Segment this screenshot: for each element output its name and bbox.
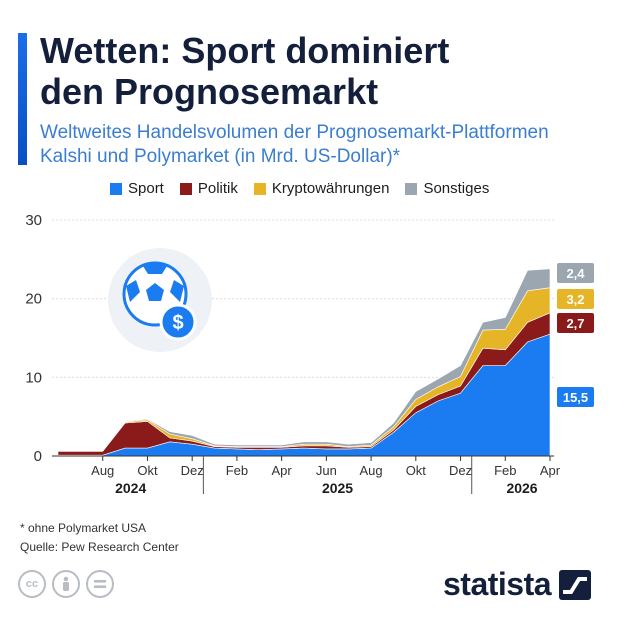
year-label: 2026 xyxy=(506,480,537,496)
end-label-box xyxy=(557,289,594,309)
page-title: Wetten: Sport dominiert den Prognosemark… xyxy=(40,30,600,112)
legend-label-sonstiges: Sonstiges xyxy=(423,180,490,197)
accent-bar xyxy=(18,33,27,165)
ball-patch xyxy=(170,280,184,302)
dollar-sign: $ xyxy=(172,312,183,334)
y-tick-label: 30 xyxy=(25,212,42,229)
x-tick-label: Dez xyxy=(449,463,472,478)
end-label-text: 2,4 xyxy=(566,266,585,281)
dollar-badge xyxy=(159,303,197,341)
x-tick-label: Feb xyxy=(226,463,248,478)
y-tick-label: 20 xyxy=(25,291,42,308)
end-label-text: 3,2 xyxy=(566,292,584,307)
by-icon[interactable] xyxy=(52,570,80,598)
x-tick-label: Apr xyxy=(272,463,293,478)
title-line-2: den Prognosemarkt xyxy=(40,71,379,112)
x-tick-label: Okt xyxy=(406,463,427,478)
end-label-box xyxy=(557,313,594,333)
year-label: 2025 xyxy=(322,480,353,496)
nd-icon[interactable] xyxy=(86,570,114,598)
end-label-sport: 15,5 xyxy=(557,387,594,407)
y-tick-label: 0 xyxy=(34,448,42,465)
brand-name: statista xyxy=(443,566,552,602)
legend-item-sonstiges: Sonstiges xyxy=(405,180,489,197)
source: Quelle: Pew Research Center xyxy=(20,540,179,554)
y-tick-label: 10 xyxy=(25,369,42,386)
legend-swatch-sport xyxy=(110,182,122,195)
ball-patch xyxy=(143,263,167,274)
x-tick-label: Jun xyxy=(316,463,337,478)
end-label-sonstiges: 2,4 xyxy=(557,263,594,283)
title-line-1: Wetten: Sport dominiert xyxy=(40,30,450,71)
axis-layer: 0 10 20 30 Aug Okt Dez Feb Apr Jun Aug Okt Dez Feb Apr… xyxy=(25,212,560,496)
subtitle: Weltweites Handelsvolumen der Prognosema… xyxy=(40,121,610,169)
legend-label-krypto: Kryptowährungen xyxy=(271,180,390,197)
legend-swatch-politik xyxy=(179,182,192,195)
legend-label-sport: Sport xyxy=(128,180,164,197)
x-tick-label: Okt xyxy=(137,463,158,478)
legend-item-sport: Sport xyxy=(110,180,164,197)
legend-item-politik: Politik xyxy=(179,180,238,197)
legend-swatch-krypto xyxy=(253,182,266,195)
label-layer: 15,5 2,7 3,2 2,4 xyxy=(557,263,594,407)
end-label-box xyxy=(557,387,594,407)
cc-icon[interactable]: cc xyxy=(18,570,46,598)
license-icons: cc xyxy=(18,570,114,598)
statista-logo-icon xyxy=(559,569,592,600)
x-tick-label: Aug xyxy=(91,463,114,478)
chart-legend: Sport Politik Kryptowährungen Sonstiges xyxy=(110,180,489,197)
ball-patch xyxy=(146,283,164,301)
legend-item-krypto: Kryptowährungen xyxy=(253,180,390,197)
end-label-politik: 2,7 xyxy=(557,313,594,333)
legend-swatch-sonstiges xyxy=(405,182,418,195)
end-label-text: 15,5 xyxy=(563,390,588,405)
area-sonstiges xyxy=(57,268,551,452)
x-tick-label: Dez xyxy=(181,463,204,478)
x-tick-label: Aug xyxy=(360,463,383,478)
end-label-text: 2,7 xyxy=(566,316,584,331)
subtitle-line-1: Weltweites Handelsvolumen der Prognosema… xyxy=(40,122,549,143)
legend-label-politik: Politik xyxy=(197,180,238,197)
footnote: * ohne Polymarket USA xyxy=(20,521,147,535)
x-tick-label: Feb xyxy=(494,463,516,478)
soccer-ball-dollar-icon: $ xyxy=(108,248,212,352)
ball-patch xyxy=(126,280,140,302)
statista-brand[interactable]: statista xyxy=(443,566,592,603)
end-label-box xyxy=(557,263,594,283)
x-tick-label: Apr xyxy=(540,463,561,478)
year-label: 2024 xyxy=(115,480,146,496)
footnote-block: * ohne Polymarket USA Quelle: Pew Resear… xyxy=(20,519,179,557)
end-label-krypto: 3,2 xyxy=(557,289,594,309)
subtitle-line-2: Kalshi und Polymarket (in Mrd. US-Dollar… xyxy=(40,146,401,167)
